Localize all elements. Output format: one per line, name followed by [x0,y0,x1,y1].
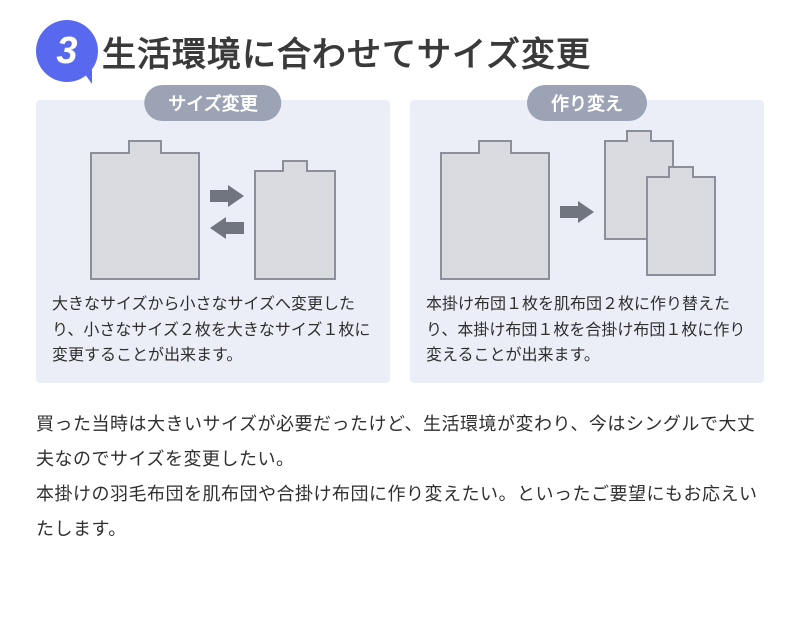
futon-small-icon [254,170,336,280]
handle-icon [626,130,652,142]
futon-large-icon [90,152,200,280]
body-paragraph-2: 本掛けの羽毛布団を肌布団や合掛け布団に作り変えたい。といったご要望にもお応えいた… [36,477,764,547]
handle-icon [128,140,162,154]
page-title: 生活環境に合わせてサイズ変更 [102,27,591,76]
futon-pair-icon [604,140,734,280]
diagram-remake [410,100,764,280]
body-copy: 買った当時は大きいサイズが必要だったけど、生活環境が変わり、今はシングルで大丈夫… [36,407,764,547]
arrow-single-icon [560,201,594,223]
futon-front-icon [646,176,716,276]
handle-icon [668,166,694,178]
arrow-left-icon [210,217,244,239]
futon-large-icon [440,152,550,280]
diagram-size-change [36,100,390,280]
badge-number: 3 [56,30,77,73]
arrows-bidirectional-icon [210,185,244,239]
body-paragraph-1: 買った当時は大きいサイズが必要だったけど、生活環境が変わり、今はシングルで大丈夫… [36,407,764,477]
handle-icon [478,140,512,154]
step-badge: 3 [36,20,98,82]
arrow-right-icon [560,201,594,223]
header: 3 生活環境に合わせてサイズ変更 [36,20,764,82]
card-size-change: サイズ変更 大きなサイズから小さなサイズへ変更したり、小さなサイズ２枚を大きなサ… [36,100,390,383]
handle-icon [282,160,308,172]
card-text: 本掛け布団１枚を肌布団２枚に作り替えたり、本掛け布団１枚を合掛け布団１枚に作り変… [410,292,764,369]
cards-row: サイズ変更 大きなサイズから小さなサイズへ変更したり、小さなサイズ２枚を大きなサ… [36,100,764,383]
card-text: 大きなサイズから小さなサイズへ変更したり、小さなサイズ２枚を大きなサイズ１枚に変… [36,292,390,369]
card-remake: 作り変え 本掛け布団１枚を肌布団２枚に作り替えたり、本掛け布団１枚を合掛け布団１… [410,100,764,383]
arrow-right-icon [210,185,244,207]
badge-tail-icon [82,70,92,84]
